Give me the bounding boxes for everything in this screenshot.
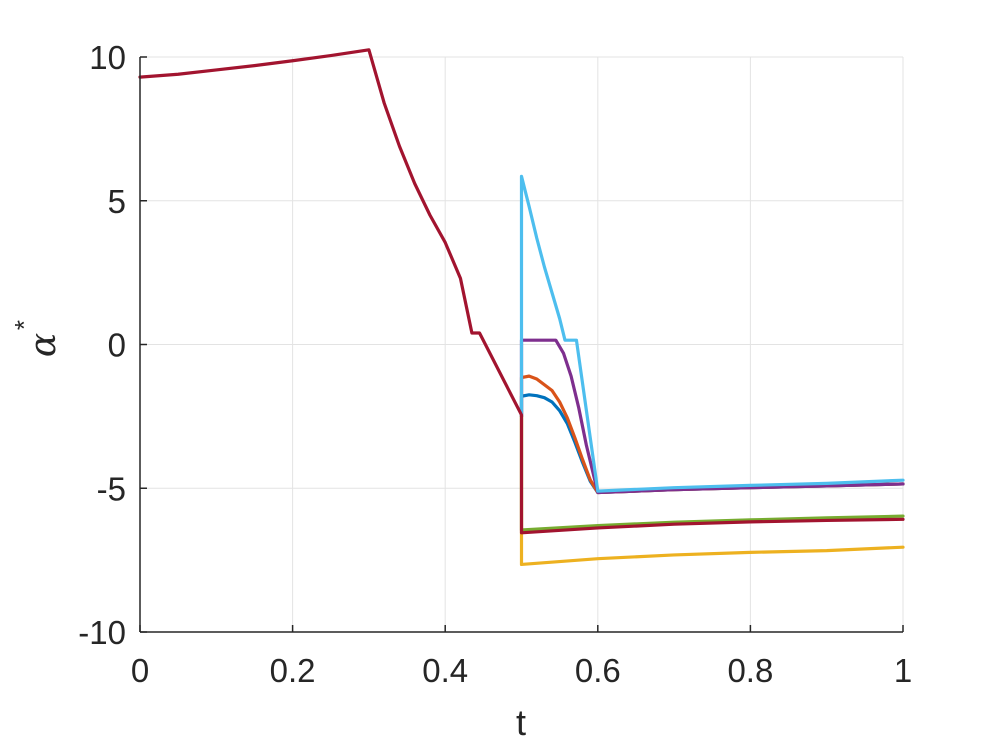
- series-line-6: [519, 174, 905, 493]
- y-tick-label-0: -10: [78, 614, 126, 651]
- x-tick-label-0: 0: [131, 652, 149, 689]
- y-axis-title-symbol: α: [23, 333, 64, 357]
- x-tick-label-5: 1: [894, 652, 912, 689]
- y-tick-label-3: 5: [108, 183, 126, 220]
- series-line-4: [519, 338, 905, 495]
- y-tick-label-1: -5: [97, 470, 126, 507]
- x-tick-label-4: 0.8: [727, 652, 773, 689]
- y-axis-title-superscript: *: [9, 320, 39, 330]
- series-line-3: [519, 414, 905, 567]
- y-axis-title: α *: [9, 320, 64, 357]
- y-tick-label-4: 10: [89, 39, 126, 76]
- x-tick-label-2: 0.4: [422, 652, 468, 689]
- x-tick-label-3: 0.6: [575, 652, 621, 689]
- x-axis-title: t: [516, 702, 526, 743]
- series-line-7: [138, 48, 905, 535]
- x-ticks: 0 0.2 0.4 0.6 0.8 1: [131, 625, 912, 689]
- y-ticks: -10 -5 0 5 10: [78, 39, 147, 651]
- y-tick-label-2: 0: [108, 327, 126, 364]
- x-tick-label-1: 0.2: [270, 652, 316, 689]
- series-layer: [138, 48, 905, 567]
